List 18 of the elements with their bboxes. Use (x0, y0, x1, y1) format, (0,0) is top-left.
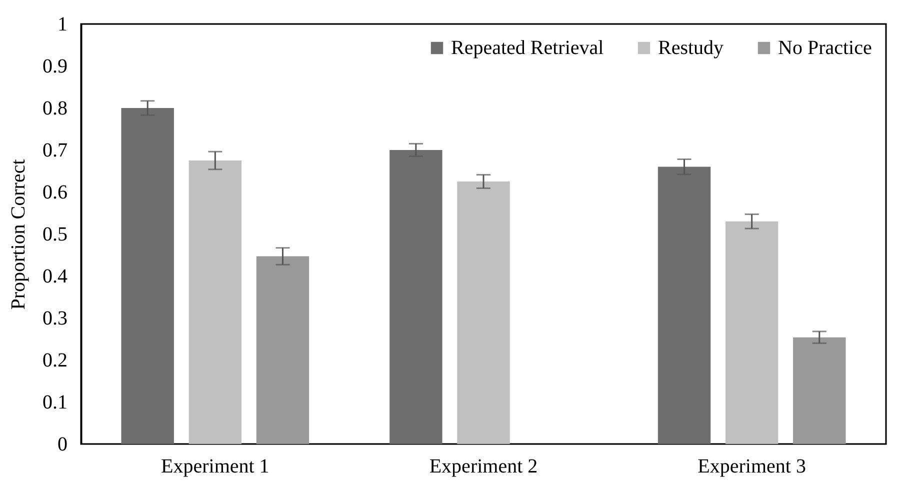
legend-label: No Practice (778, 37, 872, 59)
y-tick-label: 0.4 (42, 266, 68, 288)
y-tick-label: 0.5 (42, 224, 68, 246)
y-axis-title: Proportion Correct (8, 158, 30, 310)
y-tick-label: 0 (58, 434, 68, 456)
legend-label: Repeated Retrieval (451, 37, 604, 59)
y-tick-label: 0.8 (42, 98, 68, 120)
x-tick-label: Experiment 1 (161, 456, 270, 478)
y-tick-label: 0.2 (42, 350, 68, 372)
y-tick-label: 0.6 (42, 182, 68, 204)
y-tick-label: 0.3 (42, 308, 68, 330)
legend-label: Restudy (658, 37, 724, 59)
y-tick-label: 0.7 (42, 140, 68, 162)
y-tick-label: 0.1 (42, 392, 68, 414)
y-tick-label: 1 (58, 14, 68, 36)
y-tick-label: 0.9 (42, 56, 68, 78)
x-tick-label: Experiment 2 (429, 456, 538, 478)
x-tick-label: Experiment 3 (698, 456, 806, 478)
